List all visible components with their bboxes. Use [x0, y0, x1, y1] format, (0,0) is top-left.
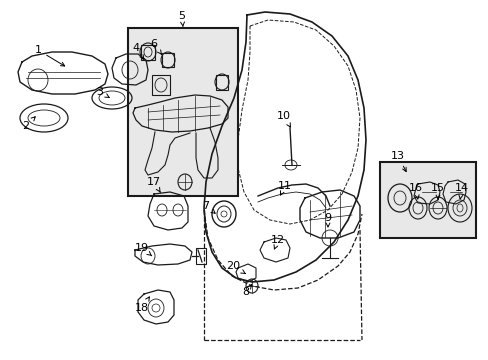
- Text: 11: 11: [278, 181, 291, 195]
- Text: 20: 20: [225, 261, 245, 274]
- Text: 7: 7: [202, 201, 215, 213]
- Text: 2: 2: [22, 117, 35, 131]
- Text: 1: 1: [35, 45, 64, 66]
- Bar: [162, 53, 174, 67]
- Text: 6: 6: [150, 39, 161, 54]
- Text: 8: 8: [242, 284, 251, 297]
- Bar: [379, 162, 475, 238]
- Bar: [141, 45, 155, 60]
- Bar: [196, 248, 205, 264]
- Text: 19: 19: [135, 243, 151, 256]
- Bar: [128, 28, 238, 196]
- Text: 14: 14: [454, 183, 468, 199]
- Text: 13: 13: [390, 151, 406, 172]
- Text: 5: 5: [178, 11, 185, 27]
- Text: 16: 16: [408, 183, 422, 199]
- Text: 9: 9: [324, 213, 331, 227]
- Bar: [152, 75, 170, 95]
- Text: 10: 10: [276, 111, 290, 127]
- Bar: [216, 75, 227, 90]
- Text: 12: 12: [270, 235, 285, 249]
- Text: 4: 4: [132, 43, 143, 59]
- Text: 18: 18: [135, 297, 149, 313]
- Text: 15: 15: [430, 183, 444, 199]
- Text: 3: 3: [96, 87, 109, 98]
- Text: 17: 17: [146, 177, 161, 192]
